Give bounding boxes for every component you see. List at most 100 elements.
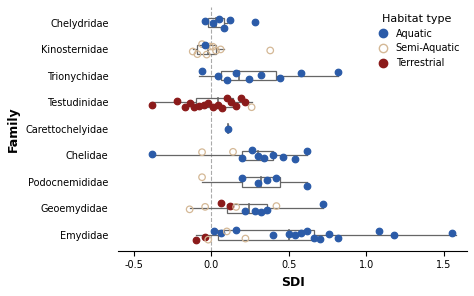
Point: [391, 233, 398, 238]
Point: [291, 156, 299, 161]
Point: [316, 237, 324, 242]
Point: [193, 52, 201, 57]
Point: [228, 99, 235, 104]
Point: [254, 153, 262, 158]
Point: [214, 103, 221, 107]
Point: [270, 233, 277, 238]
Point: [201, 19, 209, 23]
Point: [191, 104, 198, 109]
Point: [375, 229, 383, 234]
Point: [248, 148, 255, 153]
Point: [212, 48, 220, 53]
Point: [264, 177, 271, 182]
Point: [192, 238, 200, 242]
FancyBboxPatch shape: [220, 71, 276, 81]
Point: [297, 230, 305, 235]
FancyBboxPatch shape: [197, 45, 216, 54]
Point: [186, 207, 193, 212]
Point: [219, 105, 226, 110]
Point: [189, 49, 197, 54]
Point: [270, 152, 277, 157]
Legend: Aquatic, Semi-Aquatic, Terrestrial: Aquatic, Semi-Aquatic, Terrestrial: [372, 12, 462, 70]
Point: [242, 99, 249, 104]
Point: [173, 99, 181, 103]
Point: [257, 73, 264, 78]
FancyBboxPatch shape: [242, 177, 280, 186]
Point: [229, 149, 237, 154]
Point: [198, 68, 206, 73]
FancyBboxPatch shape: [242, 151, 273, 160]
Point: [209, 104, 217, 109]
Point: [335, 70, 342, 75]
Point: [204, 237, 212, 242]
Point: [195, 104, 203, 109]
Point: [203, 52, 210, 57]
Point: [204, 100, 212, 105]
Point: [232, 70, 240, 75]
Point: [310, 235, 318, 240]
Point: [232, 228, 240, 233]
Point: [181, 104, 189, 109]
Point: [149, 103, 156, 108]
Point: [201, 205, 209, 209]
Point: [206, 44, 214, 49]
Point: [335, 235, 342, 240]
Point: [223, 96, 231, 101]
Point: [257, 210, 264, 214]
Point: [149, 152, 156, 156]
Point: [304, 149, 311, 153]
Point: [251, 20, 258, 25]
Point: [223, 229, 231, 234]
Point: [304, 184, 311, 189]
Point: [242, 236, 249, 241]
Point: [223, 78, 231, 83]
Point: [217, 231, 224, 235]
Point: [448, 231, 456, 235]
Point: [217, 201, 224, 206]
Point: [260, 155, 268, 160]
Point: [237, 95, 245, 100]
Point: [201, 42, 209, 47]
Point: [251, 208, 258, 213]
Point: [232, 104, 240, 108]
Point: [273, 204, 280, 208]
FancyBboxPatch shape: [227, 204, 267, 213]
Point: [238, 156, 246, 160]
Point: [304, 229, 311, 234]
Point: [198, 150, 206, 155]
Point: [279, 154, 286, 159]
FancyBboxPatch shape: [218, 230, 314, 239]
Point: [198, 175, 206, 180]
Point: [198, 42, 206, 46]
Point: [210, 229, 218, 233]
Point: [325, 231, 333, 236]
Point: [254, 180, 262, 185]
Point: [226, 17, 234, 22]
Point: [214, 73, 221, 78]
Point: [264, 208, 271, 213]
Y-axis label: Family: Family: [7, 106, 20, 152]
FancyBboxPatch shape: [196, 98, 233, 107]
Point: [186, 101, 193, 106]
Point: [238, 176, 246, 181]
Point: [201, 234, 209, 239]
Point: [276, 76, 283, 81]
Point: [209, 44, 217, 49]
Point: [297, 70, 305, 75]
Point: [217, 47, 224, 52]
Point: [285, 232, 292, 237]
Point: [209, 21, 217, 25]
Point: [226, 204, 234, 209]
Point: [273, 176, 280, 181]
Point: [200, 103, 208, 108]
Point: [215, 17, 223, 22]
Point: [266, 48, 274, 53]
Point: [248, 105, 255, 110]
FancyBboxPatch shape: [208, 18, 224, 28]
Point: [232, 205, 240, 209]
Point: [319, 201, 327, 206]
Point: [220, 25, 228, 30]
Point: [242, 209, 249, 214]
Point: [291, 232, 299, 237]
Point: [225, 126, 232, 131]
